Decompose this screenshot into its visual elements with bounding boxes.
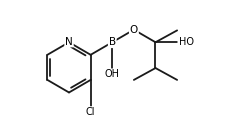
Text: OH: OH xyxy=(105,69,120,79)
Text: O: O xyxy=(130,25,138,35)
Text: B: B xyxy=(109,37,116,47)
Text: Cl: Cl xyxy=(86,107,95,117)
Text: N: N xyxy=(65,37,73,47)
Text: HO: HO xyxy=(179,37,194,47)
